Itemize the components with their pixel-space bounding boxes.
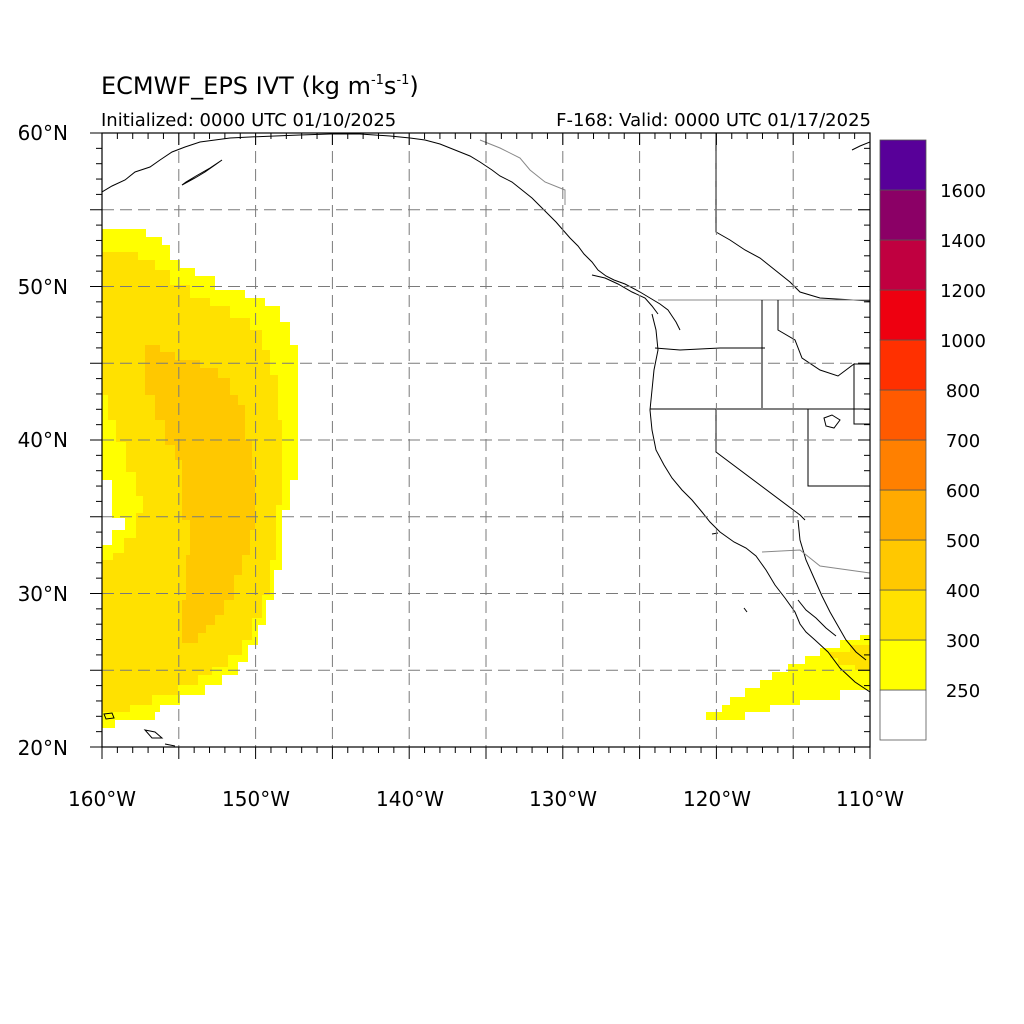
map-title: ECMWF_EPS IVT (kg m-1s-1) — [101, 72, 419, 100]
colorbar-label: 700 — [946, 431, 980, 452]
colorbar-swatch — [879, 289, 927, 341]
colorbar-label: 500 — [946, 531, 980, 552]
colorbar-label: 250 — [946, 681, 980, 702]
coastlines — [102, 133, 870, 747]
lon-label: 130°W — [529, 787, 597, 811]
colorbar-swatch — [879, 389, 927, 441]
ivt-400-500-area — [145, 345, 255, 643]
lat-label: 50°N — [18, 275, 68, 299]
colorbar-swatch — [879, 589, 927, 641]
state-borders — [479, 133, 870, 574]
graticule — [102, 133, 870, 747]
colorbar-label: 800 — [946, 381, 980, 402]
lat-label: 40°N — [18, 428, 68, 452]
valid-time-label: F-168: Valid: 0000 UTC 01/17/2025 — [556, 110, 871, 131]
colorbar-swatch — [879, 139, 927, 191]
colorbar-swatch — [879, 439, 927, 491]
lat-label: 60°N — [18, 121, 68, 145]
colorbar-swatch — [879, 339, 927, 391]
ivt-shading — [102, 229, 870, 728]
colorbar-label: 1600 — [940, 181, 986, 202]
colorbar-swatch — [879, 639, 927, 691]
lon-label: 160°W — [68, 787, 136, 811]
initialized-label: Initialized: 0000 UTC 01/10/2025 — [101, 110, 397, 131]
colorbar-label: 1000 — [940, 331, 986, 352]
lat-label: 30°N — [18, 582, 68, 606]
lon-label: 120°W — [683, 787, 751, 811]
lon-label: 150°W — [222, 787, 290, 811]
axis-ticks — [90, 132, 871, 759]
lon-label: 140°W — [376, 787, 444, 811]
colorbar-label: 1200 — [940, 281, 986, 302]
ivt-plume-300-400 — [830, 645, 870, 670]
colorbar-swatch — [879, 239, 927, 291]
colorbar: 250 300 400 500 600 700 800 1000 1200 1400 1600 — [879, 139, 986, 741]
colorbar-label: 1400 — [940, 231, 986, 252]
colorbar-swatch — [879, 189, 927, 241]
latitude-labels: 60°N 50°N 40°N 30°N 20°N — [18, 121, 68, 760]
colorbar-swatch — [879, 539, 927, 591]
colorbar-label: 300 — [946, 631, 980, 652]
lat-label: 20°N — [18, 736, 68, 760]
colorbar-swatch — [879, 489, 927, 541]
ivt-white-gap — [102, 480, 125, 545]
ivt-plume-250-300 — [706, 635, 870, 720]
lon-label: 110°W — [836, 787, 904, 811]
plot-frame — [101, 132, 871, 748]
longitude-labels: 160°W 150°W 140°W 130°W 120°W 110°W — [68, 787, 904, 811]
colorbar-label: 400 — [946, 581, 980, 602]
colorbar-label: 600 — [946, 481, 980, 502]
colorbar-swatch — [879, 689, 927, 741]
